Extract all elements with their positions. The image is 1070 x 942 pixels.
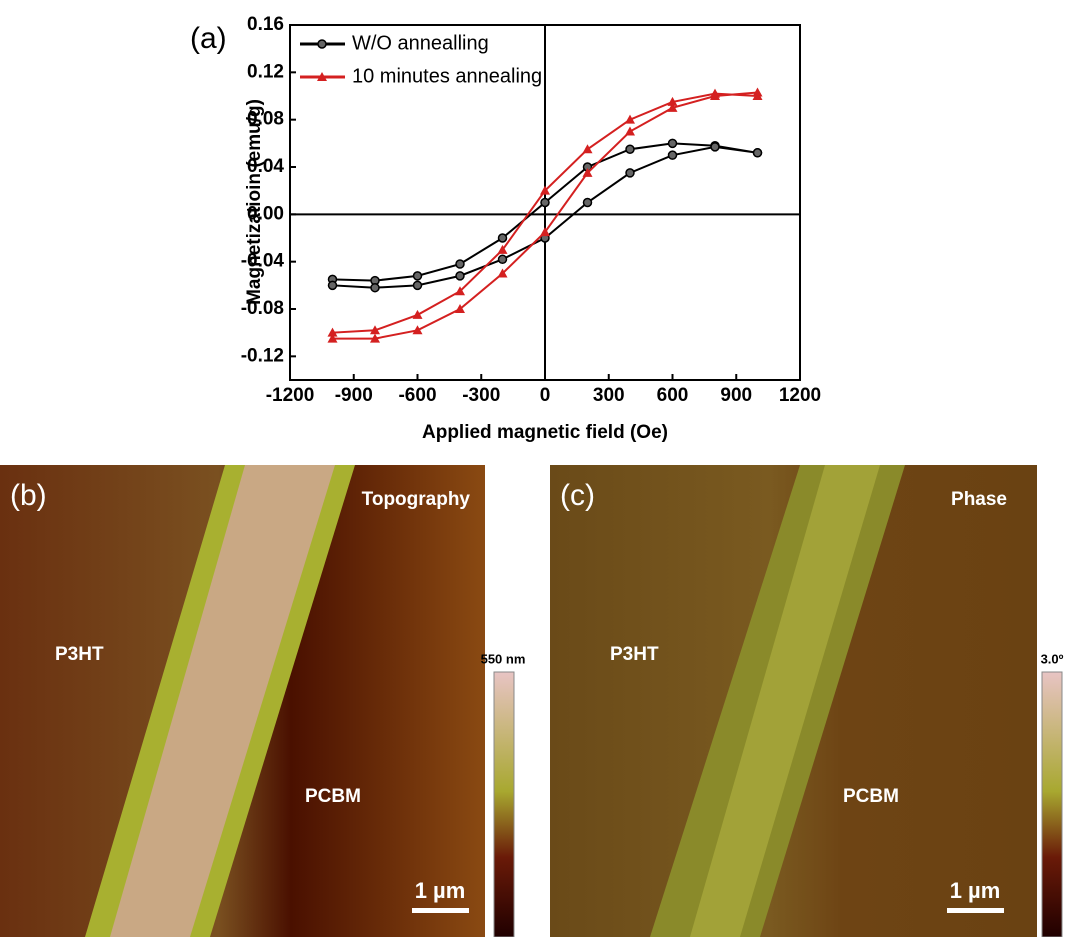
image-title: Phase xyxy=(951,489,1007,510)
data-point xyxy=(667,150,678,160)
data-point xyxy=(582,197,593,208)
scale-bar-label: 1 µm xyxy=(950,878,1001,903)
data-point xyxy=(497,268,508,278)
data-point xyxy=(370,333,380,343)
colorbar xyxy=(1041,671,1063,938)
x-tick-label: 1200 xyxy=(779,385,821,406)
y-tick-label: 0.16 xyxy=(247,14,284,35)
region-label: PCBM xyxy=(305,786,361,807)
region-label: P3HT xyxy=(55,644,104,665)
data-point xyxy=(752,148,763,158)
region-label: PCBM xyxy=(843,786,899,807)
data-point xyxy=(370,325,380,335)
x-tick-label: -600 xyxy=(398,385,436,406)
data-point xyxy=(455,286,465,296)
data-point xyxy=(582,144,593,154)
y-tick-label: 0.08 xyxy=(247,109,284,130)
data-point xyxy=(497,244,508,254)
data-point xyxy=(710,142,720,152)
data-point xyxy=(667,96,678,106)
data-point xyxy=(412,271,423,281)
x-tick-label: 300 xyxy=(593,385,625,406)
y-tick-label: 0.04 xyxy=(247,156,284,177)
y-tick-label: 0.12 xyxy=(247,61,284,82)
panel-label: (a) xyxy=(190,22,227,55)
x-tick-label: -1200 xyxy=(266,385,315,406)
topography-image xyxy=(0,465,485,937)
scale-bar xyxy=(947,908,1004,913)
data-point xyxy=(412,325,423,335)
data-point xyxy=(667,138,678,149)
data-point xyxy=(540,197,550,208)
data-point xyxy=(625,168,635,178)
data-point xyxy=(327,333,338,343)
data-point xyxy=(625,126,635,136)
data-point xyxy=(710,91,720,100)
scale-bar-label: 1 µm xyxy=(415,878,466,903)
region-label: P3HT xyxy=(610,644,659,665)
data-point xyxy=(667,102,678,112)
data-point xyxy=(540,227,550,237)
y-tick-label: -0.08 xyxy=(241,298,284,319)
y-axis-label: Magnetizatioin (emu/g) xyxy=(244,99,265,305)
data-point xyxy=(455,259,465,269)
data-point xyxy=(540,185,550,195)
data-point xyxy=(497,254,508,265)
legend-label: 10 minutes annealing xyxy=(352,65,542,87)
data-point xyxy=(497,233,508,243)
phase-image xyxy=(550,465,1037,937)
data-point xyxy=(327,280,338,291)
data-point xyxy=(752,87,763,97)
x-tick-label: -900 xyxy=(335,385,373,406)
data-point xyxy=(370,282,380,293)
colorbar-label: 3.0º xyxy=(1041,651,1064,666)
data-point xyxy=(455,271,465,281)
legend-marker xyxy=(317,72,327,81)
data-point xyxy=(625,144,635,154)
x-tick-label: 900 xyxy=(720,385,752,406)
y-tick-label: 0.00 xyxy=(247,203,284,224)
data-point xyxy=(582,167,593,177)
colorbar-label: 550 nm xyxy=(481,651,526,666)
legend-label: W/O annealling xyxy=(352,32,489,54)
data-point xyxy=(412,280,423,291)
x-tick-label: -300 xyxy=(462,385,500,406)
data-point xyxy=(625,114,635,124)
colorbar xyxy=(493,671,515,938)
data-point xyxy=(327,327,338,337)
legend-marker xyxy=(317,39,327,49)
panel-label: (b) xyxy=(10,479,47,512)
y-tick-label: -0.12 xyxy=(241,345,284,366)
panel-label: (c) xyxy=(560,479,595,512)
x-tick-label: 600 xyxy=(657,385,689,406)
x-axis-label: Applied magnetic field (Oe) xyxy=(422,422,668,443)
scale-bar xyxy=(412,908,469,913)
data-point xyxy=(412,309,423,319)
data-point xyxy=(455,304,465,313)
x-tick-label: 0 xyxy=(540,385,551,406)
y-tick-label: -0.04 xyxy=(241,251,285,272)
image-title: Topography xyxy=(362,489,471,510)
